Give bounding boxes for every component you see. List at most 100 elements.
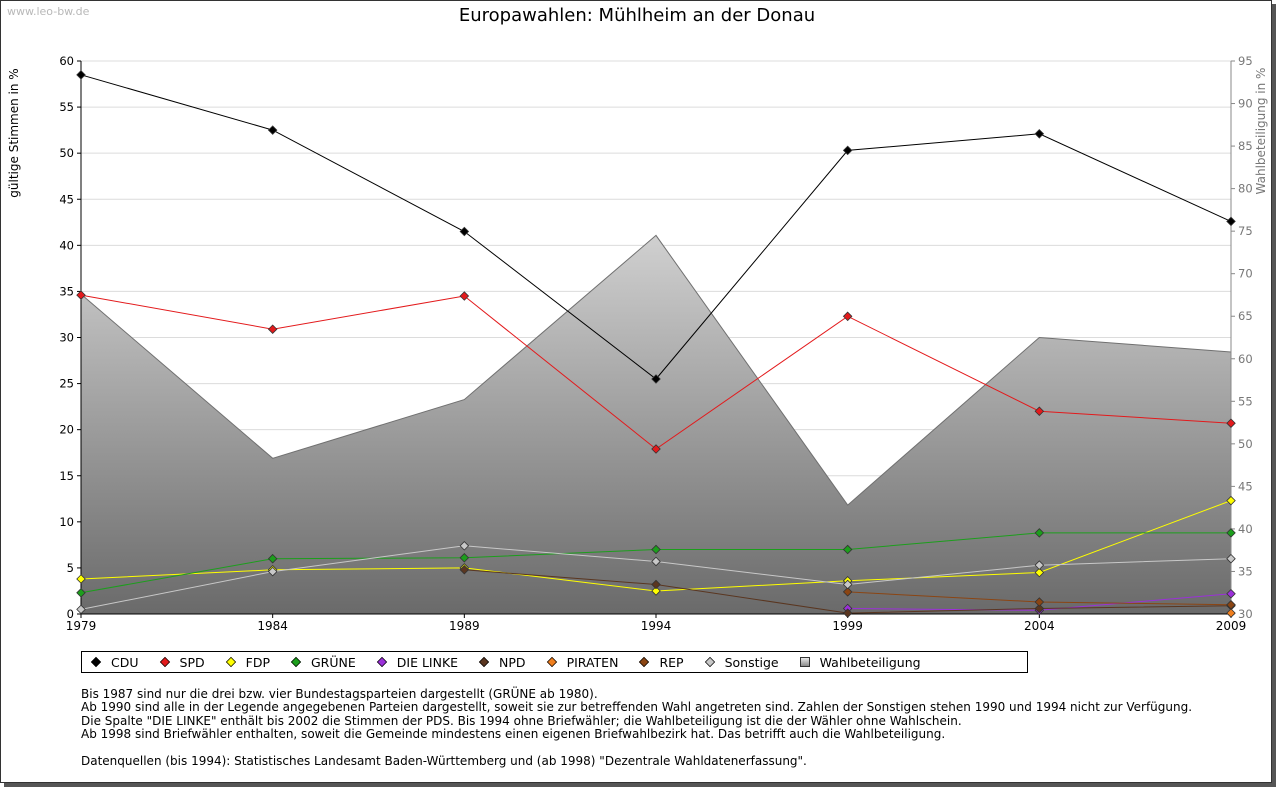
data-point bbox=[1226, 588, 1236, 599]
data-point bbox=[76, 574, 86, 584]
data-point bbox=[76, 604, 86, 615]
legend-label: Wahlbeteiligung bbox=[819, 654, 921, 670]
data-point bbox=[76, 588, 86, 598]
y2-tick-label: 75 bbox=[1238, 224, 1253, 238]
legend-label: FDP bbox=[245, 654, 270, 670]
x-tick-label: 2004 bbox=[1024, 619, 1055, 633]
legend-symbol bbox=[639, 656, 650, 668]
turnout-area-fill bbox=[81, 235, 1231, 614]
y-tick-label: 55 bbox=[59, 100, 74, 114]
y-tick-label: 45 bbox=[59, 192, 74, 206]
data-point bbox=[267, 566, 278, 577]
series-sonstige bbox=[76, 541, 1236, 615]
data-point bbox=[1226, 528, 1236, 538]
data-point bbox=[267, 324, 278, 334]
legend-item: Wahlbeteiligung bbox=[799, 654, 921, 670]
y2-tick-label: 40 bbox=[1238, 522, 1253, 536]
legend-label: CDU bbox=[111, 654, 139, 670]
legend-symbol bbox=[376, 656, 387, 668]
legend-item: FDP bbox=[225, 654, 270, 670]
y-tick-label: 30 bbox=[59, 331, 74, 345]
series-gr-ne bbox=[76, 528, 1236, 598]
y-tick-label: 35 bbox=[59, 284, 74, 298]
legend-label: PIRATEN bbox=[566, 654, 619, 670]
data-point bbox=[459, 564, 470, 575]
legend-label: NPD bbox=[499, 654, 526, 670]
data-point bbox=[459, 291, 470, 301]
chart-notes: Bis 1987 sind nur die drei bzw. vier Bun… bbox=[81, 687, 1193, 768]
data-point bbox=[267, 125, 278, 135]
legend-symbol bbox=[546, 656, 557, 668]
y2-tick-label: 85 bbox=[1238, 139, 1253, 153]
legend-item: NPD bbox=[478, 654, 526, 670]
y2-tick-label: 90 bbox=[1238, 97, 1253, 111]
data-point bbox=[459, 553, 470, 563]
y2-tick-label: 55 bbox=[1238, 394, 1253, 408]
chart-plot: 0 5 10 15 20 25 30 35 40 45 50 55 60 30 35 40 45 50 55 60 65… bbox=[59, 54, 1253, 633]
legend-item: REP bbox=[639, 655, 684, 670]
data-point bbox=[1034, 406, 1045, 416]
y-tick-label: 25 bbox=[59, 377, 74, 391]
data-point bbox=[1034, 603, 1045, 614]
data-point bbox=[1226, 600, 1236, 610]
y-tick-label: 40 bbox=[59, 238, 74, 252]
data-point bbox=[842, 587, 853, 597]
data-point bbox=[459, 226, 470, 237]
x-tick-label: 1999 bbox=[832, 619, 863, 633]
data-point bbox=[1226, 553, 1236, 564]
legend-item: GRÜNE bbox=[290, 655, 356, 670]
data-point bbox=[651, 444, 661, 454]
note-line: Ab 1998 sind Briefwähler enthalten, sowe… bbox=[81, 727, 946, 742]
data-point bbox=[651, 374, 661, 384]
y2-tick-label: 30 bbox=[1238, 607, 1253, 621]
y2-tick-label: 50 bbox=[1238, 437, 1253, 451]
y2-tick-label: 95 bbox=[1238, 54, 1253, 68]
y-tick-label: 50 bbox=[59, 146, 74, 160]
legend-label: SPD bbox=[179, 654, 205, 670]
legend-label: DIE LINKE bbox=[396, 654, 459, 670]
data-point bbox=[1226, 495, 1236, 506]
note-line: Bis 1987 sind nur die drei bzw. vier Bun… bbox=[81, 687, 598, 701]
series-rep bbox=[842, 587, 1236, 610]
x-tick-label: 2009 bbox=[1216, 619, 1247, 633]
note-line: Ab 1990 sind alle in der Legende angegeb… bbox=[81, 700, 1193, 715]
legend-item: PIRATEN bbox=[546, 654, 619, 670]
legend-symbol bbox=[90, 656, 102, 668]
data-point bbox=[1034, 528, 1045, 538]
data-point bbox=[1034, 129, 1045, 139]
legend-item: DIE LINKE bbox=[376, 654, 459, 670]
data-point bbox=[842, 608, 853, 618]
legend-label: Sonstige bbox=[724, 654, 779, 670]
data-point bbox=[1034, 597, 1045, 607]
data-point bbox=[651, 544, 661, 555]
y-tick-label: 5 bbox=[67, 561, 74, 575]
data-point bbox=[842, 579, 853, 590]
y2-tick-label: 65 bbox=[1238, 309, 1253, 323]
data-point bbox=[842, 544, 853, 555]
turnout-area bbox=[80, 234, 1232, 614]
watermark: www.leo-bw.de bbox=[7, 5, 90, 18]
y2-tick-label: 80 bbox=[1238, 182, 1253, 196]
data-point bbox=[1226, 608, 1236, 618]
legend-symbol bbox=[478, 656, 490, 668]
data-point bbox=[1034, 560, 1045, 570]
data-source-note: Datenquellen (bis 1994): Statistisches L… bbox=[81, 753, 807, 768]
y-tick-label: 15 bbox=[59, 469, 74, 483]
legend-symbol bbox=[704, 656, 715, 668]
y2-tick-label: 35 bbox=[1238, 564, 1253, 578]
chart-legend: CDU SPD FDP GRÜNE DIE LINKE NPD PIRATEN REP Sons… bbox=[81, 651, 1028, 673]
legend-item: SPD bbox=[159, 654, 205, 670]
y2-tick-label: 70 bbox=[1238, 267, 1253, 281]
series-lines bbox=[76, 70, 1236, 618]
x-tick-label: 1994 bbox=[641, 619, 672, 633]
data-point bbox=[1226, 216, 1236, 227]
x-tick-label: 1989 bbox=[449, 619, 480, 633]
x-tick-label: 1984 bbox=[257, 619, 288, 633]
legend-symbol bbox=[159, 656, 170, 668]
data-point bbox=[651, 586, 661, 596]
data-point bbox=[1226, 418, 1236, 428]
data-point bbox=[1034, 567, 1045, 578]
x-tick-label: 1979 bbox=[66, 619, 97, 633]
data-point bbox=[651, 556, 661, 567]
